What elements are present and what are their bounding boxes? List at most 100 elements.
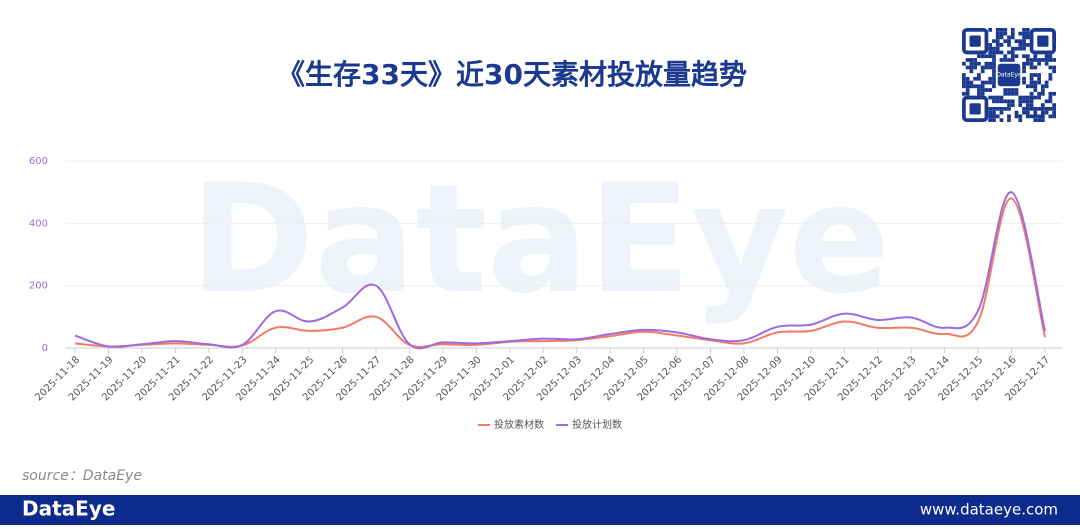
qr-cell	[1007, 39, 1011, 44]
qr-cell	[1033, 114, 1038, 119]
qr-cell	[1037, 118, 1041, 122]
qr-cell	[1025, 35, 1030, 40]
qr-cell	[977, 76, 981, 81]
qr-cell	[1048, 91, 1053, 96]
qr-cell	[992, 99, 996, 104]
qr-cell	[1010, 28, 1015, 32]
qr-cell	[999, 35, 1004, 40]
qr-cell	[1044, 99, 1049, 104]
qr-cell	[973, 76, 978, 81]
qr-cell	[988, 114, 993, 119]
y-tick-label: 400	[29, 218, 48, 229]
qr-cell	[992, 118, 996, 122]
qr-cell	[988, 80, 993, 85]
qr-cell	[1040, 118, 1045, 122]
qr-cell	[992, 61, 996, 66]
qr-cell	[1033, 106, 1038, 111]
qr-cell	[1018, 99, 1023, 104]
qr-cell	[984, 61, 989, 66]
qr-cell	[980, 84, 985, 89]
qr-cell	[1003, 28, 1008, 32]
qr-cell	[977, 54, 981, 59]
qr-cell	[992, 50, 996, 55]
qr-cell	[973, 65, 978, 70]
qr-cell	[1029, 73, 1034, 77]
qr-cell	[962, 61, 966, 66]
qr-cell	[1022, 35, 1026, 40]
qr-cell	[1025, 28, 1030, 32]
qr-cell	[1029, 114, 1034, 119]
qr-finder-core	[969, 103, 981, 115]
qr-cell	[1040, 103, 1045, 107]
qr-cell	[1033, 80, 1038, 85]
qr-cell	[1044, 61, 1049, 66]
qr-cell	[992, 95, 996, 100]
qr-cell	[992, 110, 996, 115]
qr-cell	[1025, 43, 1030, 47]
qr-cell	[965, 80, 970, 85]
qr-cell	[1003, 58, 1008, 62]
qr-cell	[1018, 43, 1023, 47]
qr-cell	[1052, 69, 1056, 74]
qr-cell	[1037, 73, 1041, 77]
qr-cell	[1010, 46, 1015, 51]
qr-cell	[1025, 95, 1030, 100]
qr-cell	[1022, 110, 1026, 115]
qr-cell	[1018, 118, 1023, 122]
qr-cell	[1010, 99, 1015, 104]
qr-cell	[1048, 76, 1053, 81]
qr-cell	[992, 58, 996, 62]
qr-cell	[980, 88, 985, 92]
qr-cell	[965, 91, 970, 96]
qr-cell	[1007, 114, 1011, 119]
qr-cell	[1025, 84, 1030, 89]
qr-cell	[1022, 80, 1026, 85]
qr-cell	[1037, 76, 1041, 81]
qr-cell	[992, 54, 996, 59]
qr-cell	[1010, 31, 1015, 36]
qr-cell	[1022, 46, 1026, 51]
qr-cell	[999, 110, 1004, 115]
qr-cell	[969, 80, 974, 85]
chart-title: 《生存33天》近30天素材投放量趋势	[277, 58, 747, 91]
qr-cell	[1018, 103, 1023, 107]
qr-cell	[1033, 118, 1038, 122]
qr-cell	[1040, 58, 1045, 62]
qr-cell	[1044, 84, 1049, 89]
qr-cell	[1025, 31, 1030, 36]
qr-cell	[1025, 58, 1030, 62]
qr-cell	[1037, 91, 1041, 96]
qr-cell	[988, 76, 993, 81]
qr-cell	[1040, 110, 1045, 115]
qr-cell	[1022, 95, 1026, 100]
qr-cell	[965, 58, 970, 62]
watermark: DataEye	[190, 153, 891, 327]
y-tick-label: 600	[29, 156, 48, 167]
qr-cell	[1025, 99, 1030, 104]
qr-cell	[1018, 95, 1023, 100]
qr-cell	[977, 73, 981, 77]
qr-cell	[992, 80, 996, 85]
qr-cell	[1022, 54, 1026, 59]
qr-cell	[999, 106, 1004, 111]
qr-cell	[1033, 58, 1038, 62]
qr-cell	[988, 50, 993, 55]
qr-cell	[995, 50, 1000, 55]
qr-cell	[1022, 76, 1026, 81]
qr-cell	[1044, 110, 1049, 115]
qr-cell	[1010, 35, 1015, 40]
qr-cell	[965, 84, 970, 89]
qr-cell	[988, 65, 993, 70]
qr-cell	[992, 65, 996, 70]
qr-cell	[969, 61, 974, 66]
qr-cell	[1033, 95, 1038, 100]
qr-cell	[965, 65, 970, 70]
y-tick-label: 200	[29, 281, 48, 292]
qr-cell	[1007, 35, 1011, 40]
qr-cell	[984, 80, 989, 85]
qr-cell	[1014, 54, 1019, 59]
qr-cell	[1007, 91, 1011, 96]
qr-cell	[1040, 88, 1045, 92]
qr-cell	[969, 69, 974, 74]
